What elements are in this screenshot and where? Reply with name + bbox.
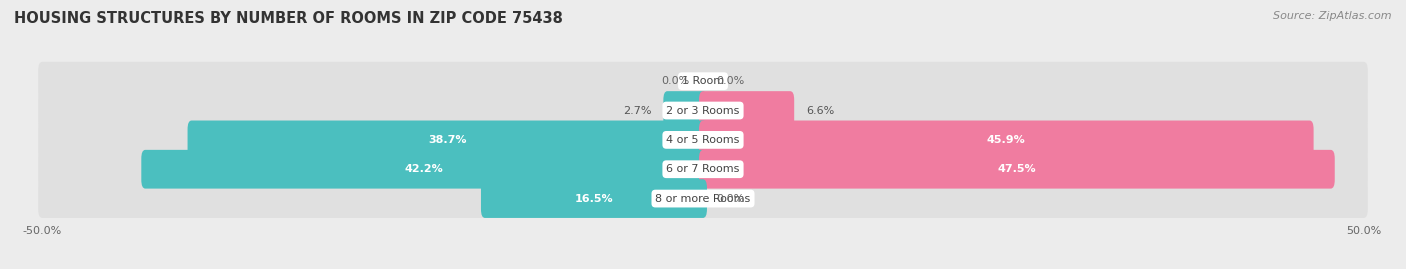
Text: 38.7%: 38.7% [427, 135, 467, 145]
Text: 45.9%: 45.9% [987, 135, 1026, 145]
Text: HOUSING STRUCTURES BY NUMBER OF ROOMS IN ZIP CODE 75438: HOUSING STRUCTURES BY NUMBER OF ROOMS IN… [14, 11, 562, 26]
FancyBboxPatch shape [38, 150, 1368, 189]
FancyBboxPatch shape [699, 91, 794, 130]
Text: 2 or 3 Rooms: 2 or 3 Rooms [666, 105, 740, 115]
FancyBboxPatch shape [38, 179, 1368, 218]
Text: 8 or more Rooms: 8 or more Rooms [655, 194, 751, 204]
FancyBboxPatch shape [481, 179, 707, 218]
FancyBboxPatch shape [664, 91, 707, 130]
FancyBboxPatch shape [699, 150, 1334, 189]
FancyBboxPatch shape [187, 121, 707, 159]
Text: 6.6%: 6.6% [806, 105, 834, 115]
FancyBboxPatch shape [141, 150, 707, 189]
FancyBboxPatch shape [38, 62, 1368, 101]
FancyBboxPatch shape [38, 121, 1368, 159]
Text: 47.5%: 47.5% [998, 164, 1036, 174]
Text: 0.0%: 0.0% [716, 76, 744, 86]
FancyBboxPatch shape [699, 121, 1313, 159]
Text: 4 or 5 Rooms: 4 or 5 Rooms [666, 135, 740, 145]
Text: 1 Room: 1 Room [682, 76, 724, 86]
Text: 2.7%: 2.7% [623, 105, 651, 115]
Text: 0.0%: 0.0% [662, 76, 690, 86]
Text: 16.5%: 16.5% [575, 194, 613, 204]
Text: Source: ZipAtlas.com: Source: ZipAtlas.com [1274, 11, 1392, 21]
Text: 0.0%: 0.0% [716, 194, 744, 204]
Text: 6 or 7 Rooms: 6 or 7 Rooms [666, 164, 740, 174]
Text: 42.2%: 42.2% [405, 164, 443, 174]
FancyBboxPatch shape [38, 91, 1368, 130]
